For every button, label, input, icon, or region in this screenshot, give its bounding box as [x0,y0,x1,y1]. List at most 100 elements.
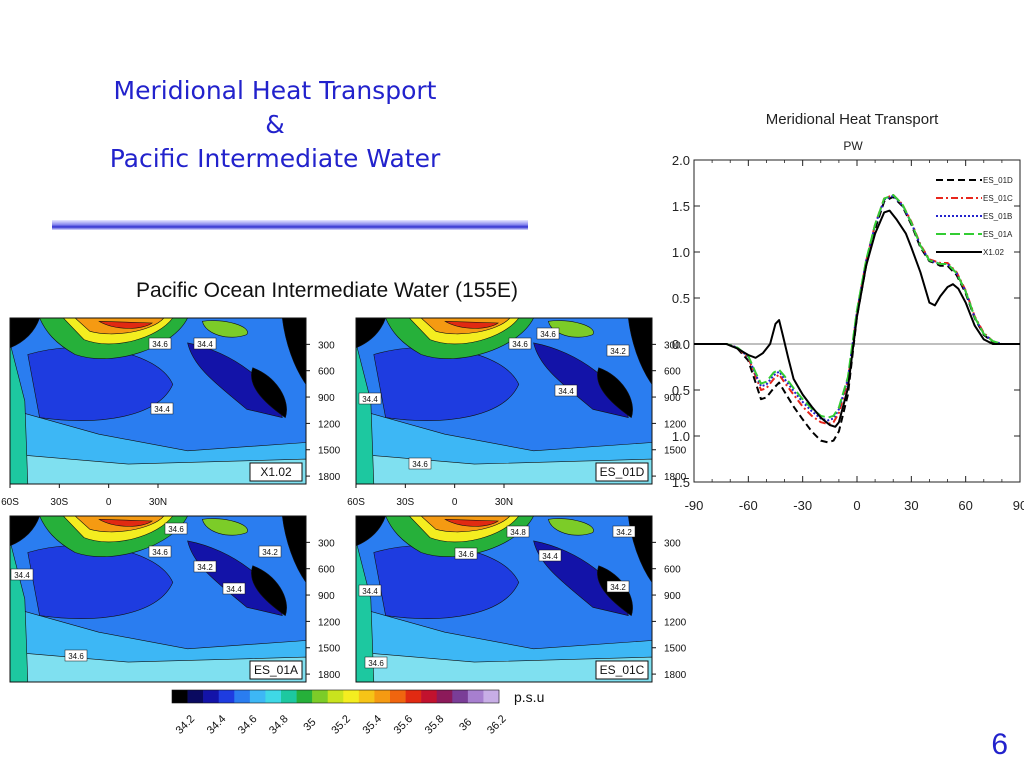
contour-label: 34.2 [193,560,217,573]
contour-label: 34.6 [408,457,432,470]
svg-text:34.6: 34.6 [458,550,474,559]
contour-panel: 34.6 34.6 34.2 34.4 34.4 34.6 ES_01D 300 600 900 1… [347,317,687,508]
svg-text:34.4: 34.4 [362,395,378,404]
contour-label: 34.6 [148,545,172,558]
svg-text:34.2: 34.2 [197,563,213,572]
svg-text:34.2: 34.2 [610,347,626,356]
depth-tick-label: 900 [318,393,335,404]
chart-legend: ES_01D ES_01C ES_01B ES_01A X1.02 [936,176,1013,257]
colorbar-cell [249,690,266,703]
colorbar-tick-label: 34.8 [267,713,291,737]
contour-label: 34.6 [508,337,532,350]
depth-tick-label: 1800 [318,670,341,681]
colorbar-tick-label: 36 [457,716,474,733]
svg-text:34.6: 34.6 [152,548,168,557]
depth-tick-label: 1800 [664,670,687,681]
colorbar-cell [405,690,422,703]
depth-tick-label: 600 [318,367,335,378]
colorbar-cell [358,690,375,703]
contour-label: 34.4 [538,549,562,562]
depth-tick-label: 1800 [664,472,687,483]
colorbar-cell [374,690,391,703]
panel-label: ES_01A [254,663,298,677]
depth-tick-label: 1500 [664,644,687,655]
depth-tick-label: 900 [664,393,681,404]
panel-label-box [595,462,649,482]
panel-label-box [595,660,649,680]
series-line [694,209,1020,428]
y-tick-label: 1.0 [672,245,690,260]
depth-tick-label: 1200 [318,617,341,628]
lat-tick-label: 30N [495,497,513,508]
depth-tick-label: 300 [664,340,681,351]
colorbar-cell [436,690,453,703]
svg-text:34.4: 34.4 [558,387,574,396]
colorbar-cell [452,690,469,703]
slide-title-line-1: Meridional Heat Transport [113,76,437,105]
colorbar-cell [421,690,438,703]
legend-label: ES_01B [983,212,1012,221]
contour-label: 34.4 [193,337,217,350]
contour-label: 34.2 [606,344,630,357]
svg-text:34.6: 34.6 [368,659,384,668]
lat-tick-label: 30N [149,497,167,508]
colorbar-tick-label: 34.2 [174,713,198,737]
svg-text:34.4: 34.4 [197,340,213,349]
svg-text:34.4: 34.4 [362,587,378,596]
lat-tick-label: 30S [50,497,68,508]
y-tick-label: 2.0 [672,153,690,168]
colorbar-tick-label: 34.6 [236,713,260,737]
contour-label: 34.8 [506,525,530,538]
slide-title-line-3: Pacific Intermediate Water [109,144,441,173]
y-tick-label: 1.5 [672,475,690,490]
contour-label: 34.4 [150,402,174,415]
depth-tick-label: 1200 [664,617,687,628]
depth-tick-label: 600 [664,367,681,378]
x-tick-label: 90 [1013,498,1024,513]
svg-text:34.4: 34.4 [154,405,170,414]
colorbar-tick-label: 35.8 [423,713,447,737]
y-tick-label: 1.5 [672,199,690,214]
depth-tick-label: 300 [318,538,335,549]
depth-tick-label: 1500 [318,446,341,457]
contour-label: 34.6 [364,656,388,669]
legend-label: ES_01C [983,194,1013,203]
legend-label: X1.02 [983,248,1004,257]
contour-label: 34.6 [64,649,88,662]
colorbar-tick-label: 35.4 [360,713,384,737]
contour-label: 34.4 [222,582,246,595]
depth-tick-label: 300 [664,538,681,549]
depth-tick-label: 900 [318,591,335,602]
svg-text:34.2: 34.2 [610,583,626,592]
depth-tick-label: 1800 [318,472,341,483]
contour-panel: 34.8 34.6 34.4 34.2 34.2 34.4 34.6 ES_01C 300 600… [355,515,687,683]
y-tick-label: 0.5 [672,383,690,398]
colorbar-cell [234,690,251,703]
colorbar-cell [312,690,329,703]
colorbar-cell [265,690,282,703]
colorbar-cell [187,690,204,703]
x-tick-label: 30 [904,498,918,513]
panel-label: ES_01C [600,663,645,677]
svg-text:34.4: 34.4 [14,571,30,580]
panel-label-box [249,462,303,482]
colorbar-cell [327,690,344,703]
contour-label: 34.2 [258,545,282,558]
colorbar-cell [483,690,500,703]
heat-transport-chart: Meridional Heat Transport PW -90 -60 -30 0 3… [672,111,1024,513]
colorbar-cell [467,690,484,703]
contour-label: 34.6 [454,547,478,560]
svg-text:34.8: 34.8 [510,528,526,537]
colorbar: p.s.u 34.2 34.4 34.6 34.8 35 35.2 35.4 35.6 35.8… [171,689,544,737]
lat-tick-label: 0 [452,497,458,508]
colorbar-tick-label: 35.2 [329,713,353,737]
contour-label: 34.4 [10,568,34,581]
svg-text:34.4: 34.4 [542,552,558,561]
colorbar-tick-label: 35.6 [392,713,416,737]
contour-label: 34.6 [148,337,172,350]
page-number: 6 [991,728,1008,761]
contour-label: 34.4 [554,384,578,397]
lat-tick-label: 0 [106,497,112,508]
colorbar-cell [343,690,360,703]
svg-text:34.6: 34.6 [152,340,168,349]
